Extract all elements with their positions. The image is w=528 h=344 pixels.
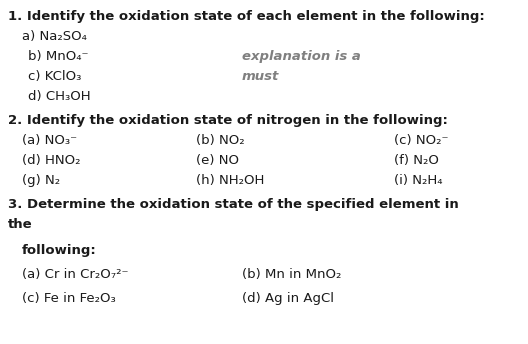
Text: 2. Identify the oxidation state of nitrogen in the following:: 2. Identify the oxidation state of nitro… bbox=[8, 114, 448, 127]
Text: (d) Ag in AgCl: (d) Ag in AgCl bbox=[242, 292, 334, 305]
Text: 3. Determine the oxidation state of the specified element in: 3. Determine the oxidation state of the … bbox=[8, 198, 459, 211]
Text: the: the bbox=[8, 218, 33, 231]
Text: (h) NH₂OH: (h) NH₂OH bbox=[196, 174, 265, 187]
Text: must: must bbox=[242, 70, 279, 83]
Text: (c) Fe in Fe₂O₃: (c) Fe in Fe₂O₃ bbox=[22, 292, 116, 305]
Text: (g) N₂: (g) N₂ bbox=[22, 174, 60, 187]
Text: (f) N₂O: (f) N₂O bbox=[394, 154, 439, 167]
Text: (c) NO₂⁻: (c) NO₂⁻ bbox=[394, 134, 448, 147]
Text: (b) NO₂: (b) NO₂ bbox=[196, 134, 244, 147]
Text: following:: following: bbox=[22, 244, 97, 257]
Text: 1. Identify the oxidation state of each element in the following:: 1. Identify the oxidation state of each … bbox=[8, 10, 485, 23]
Text: c) KClO₃: c) KClO₃ bbox=[28, 70, 81, 83]
Text: (i) N₂H₄: (i) N₂H₄ bbox=[394, 174, 442, 187]
Text: (a) Cr in Cr₂O₇²⁻: (a) Cr in Cr₂O₇²⁻ bbox=[22, 268, 128, 281]
Text: (e) NO: (e) NO bbox=[196, 154, 239, 167]
Text: (b) Mn in MnO₂: (b) Mn in MnO₂ bbox=[242, 268, 342, 281]
Text: d) CH₃OH: d) CH₃OH bbox=[28, 90, 91, 103]
Text: b) MnO₄⁻: b) MnO₄⁻ bbox=[28, 50, 89, 63]
Text: (d) HNO₂: (d) HNO₂ bbox=[22, 154, 80, 167]
Text: (a) NO₃⁻: (a) NO₃⁻ bbox=[22, 134, 77, 147]
Text: explanation is a: explanation is a bbox=[242, 50, 361, 63]
Text: a) Na₂SO₄: a) Na₂SO₄ bbox=[22, 30, 87, 43]
